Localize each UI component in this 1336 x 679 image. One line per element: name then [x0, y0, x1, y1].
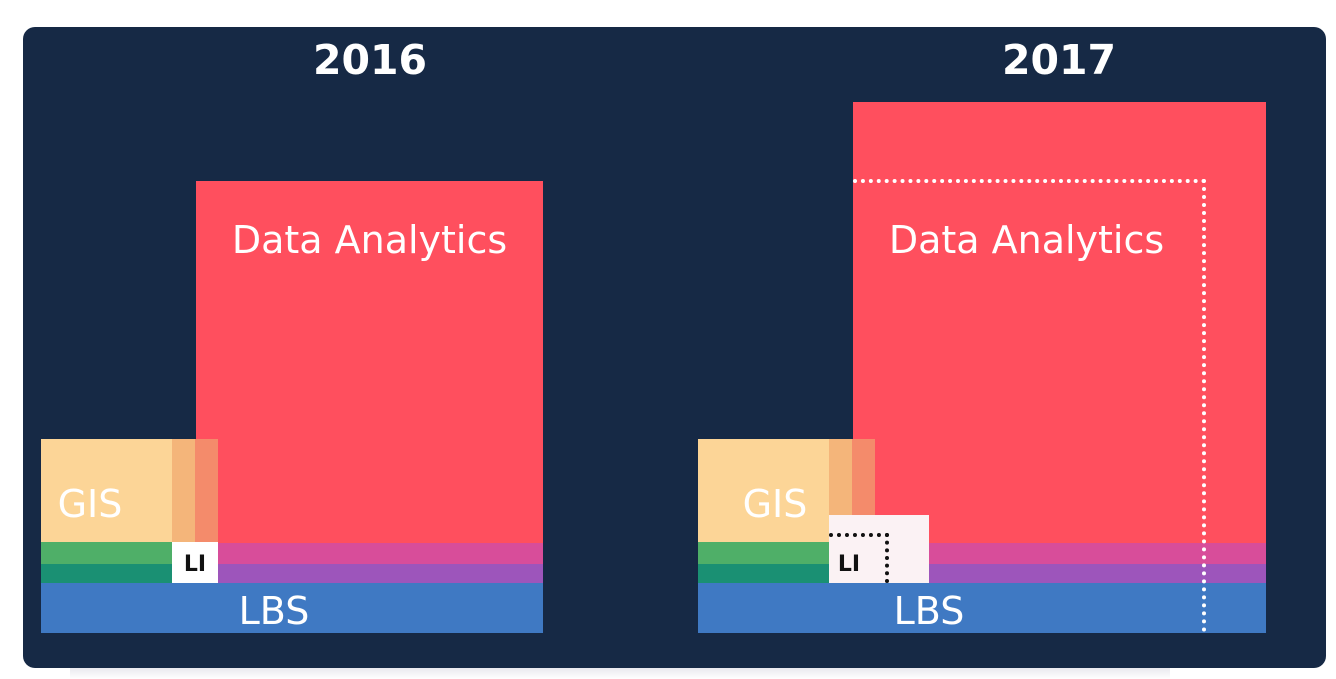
lbs-block-2017	[698, 583, 1266, 633]
year-2017-title: 2017	[1001, 36, 1117, 84]
li-label-2016: LI	[183, 552, 207, 577]
gis-da-overlap-strip-2016	[195, 439, 218, 542]
lbs-block-2016	[41, 583, 543, 633]
data-analytics-label-2016: Data Analytics	[231, 218, 508, 262]
green-band-top-2016	[41, 542, 172, 564]
panel-shadow	[70, 668, 1170, 679]
lbs-label-2016: LBS	[238, 589, 310, 633]
lbs-label-2017: LBS	[893, 589, 965, 633]
previous-year-extent-outline	[853, 179, 1206, 632]
year-2016-title: 2016	[312, 36, 428, 84]
li-block-2016	[172, 542, 218, 583]
purple-band-2017	[875, 564, 1266, 583]
data-analytics-block-2017	[853, 102, 1266, 543]
green-band-bottom-2016	[41, 564, 172, 583]
purple-band-2016	[218, 564, 543, 583]
gis-block-2017	[698, 439, 829, 542]
data-analytics-label-2017: Data Analytics	[888, 218, 1165, 262]
gis-overlap-strip-2016	[172, 439, 195, 542]
gis-label-2017: GIS	[742, 482, 808, 526]
data-analytics-block-2016	[196, 181, 543, 543]
green-band-bottom-2017	[698, 564, 829, 583]
li-previous-size-outline	[829, 533, 889, 583]
li-block-2017	[829, 515, 929, 583]
gis-block-2016	[41, 439, 172, 542]
pink-band-2016	[218, 543, 543, 564]
li-label-2017: LI	[837, 552, 861, 577]
green-band-top-2017	[698, 542, 829, 564]
gis-label-2016: GIS	[57, 482, 123, 526]
pink-band-2017	[875, 543, 1266, 564]
